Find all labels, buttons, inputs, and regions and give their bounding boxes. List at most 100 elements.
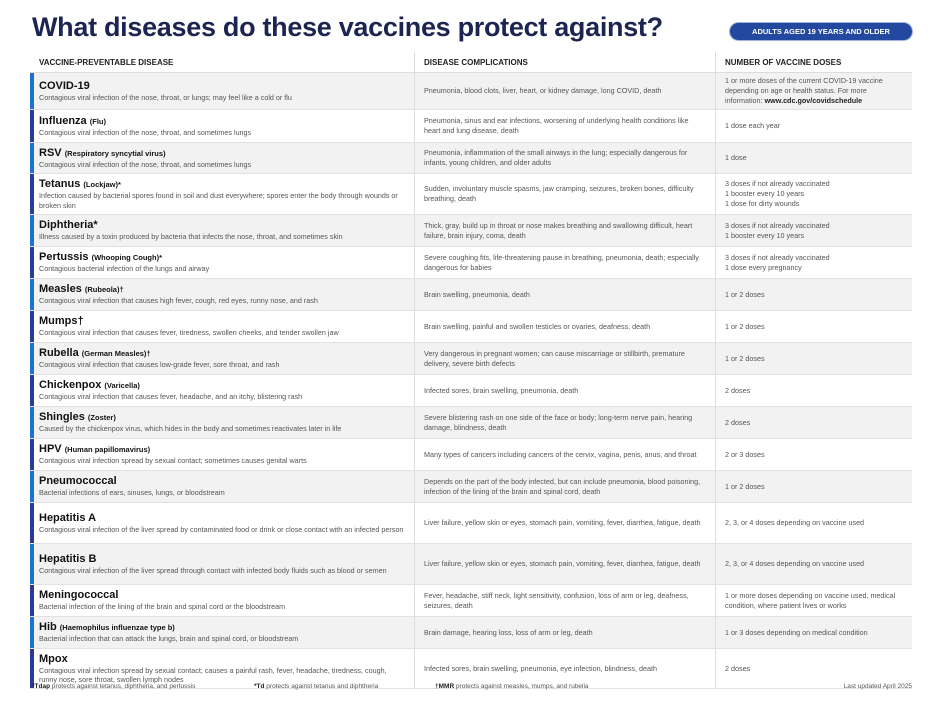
complications-cell: Pneumonia, blood clots, liver, heart, or… [415, 73, 716, 109]
complications-text: Infected sores, brain swelling, pneumoni… [424, 663, 657, 673]
disease-alias: (Human papillomavirus) [64, 445, 151, 455]
table-row: Rubella (German Measles)† Contagious vira… [30, 343, 912, 375]
disease-cell: Measles (Rubeola)† Contagious viral infec… [30, 279, 415, 310]
disease-cell: COVID-19 Contagious viral infection of t… [30, 73, 415, 109]
table-row: Chickenpox (Varicella) Contagious viral i… [30, 375, 912, 407]
disease-description: Contagious viral infection of the liver … [39, 565, 387, 575]
row-accent-bar [30, 73, 34, 109]
table-row: Hepatitis B Contagious viral infection o… [30, 544, 912, 585]
doses-cell: 1 dose each year [716, 110, 912, 142]
doses-text: 1 or more doses of the current COVID-19 … [725, 76, 883, 105]
table-row: Shingles (Zoster) Caused by the chickenpo… [30, 407, 912, 439]
complications-cell: Liver failure, yellow skin or eyes, stom… [415, 544, 716, 584]
complications-cell: Infected sores, brain swelling, pneumoni… [415, 375, 716, 406]
doses-text: 1 dose each year [725, 121, 781, 130]
complications-cell: Brain swelling, pneumonia, death [415, 279, 716, 310]
complications-cell: Severe blistering rash on one side of th… [415, 407, 716, 438]
disease-name: Mpox [39, 652, 68, 665]
disease-description: Contagious viral infection of the liver … [39, 524, 404, 534]
disease-alias: (Rubeola)† [84, 285, 124, 295]
complications-text: Depends on the part of the body infected… [424, 476, 701, 496]
table-row: Mpox Contagious viral infection spread b… [30, 649, 912, 689]
doses-text: 2, 3, or 4 doses depending on vaccine us… [725, 559, 865, 568]
doses-cell: 2, 3, or 4 doses depending on vaccine us… [716, 503, 912, 543]
row-accent-bar [30, 617, 34, 648]
complications-text: Brain swelling, pneumonia, death [424, 289, 530, 299]
vaccine-table: VACCINE-PREVENTABLE DISEASE DISEASE COMP… [30, 52, 912, 689]
disease-alias: (German Measles)† [81, 349, 151, 359]
doses-text: 3 doses if not already vaccinated 1 dose… [725, 252, 830, 272]
disease-name: Meningococcal [39, 589, 119, 602]
row-accent-bar [30, 471, 34, 502]
disease-description: Contagious bacterial infection of the lu… [39, 264, 210, 274]
table-row: Hib (Haemophilus influenzae type b) Bacte… [30, 617, 912, 649]
header-doses: NUMBER OF VACCINE DOSES [725, 57, 842, 67]
table-row: Diphtheria* Illness caused by a toxin pr… [30, 215, 912, 247]
doses-cell: 1 or 3 doses depending on medical condit… [716, 617, 912, 648]
complications-text: Brain damage, hearing loss, loss of arm … [424, 627, 593, 637]
disease-cell: Meningococcal Bacterial infection of the… [30, 585, 415, 616]
disease-description: Contagious viral infection spread by sex… [39, 665, 387, 685]
table-row: COVID-19 Contagious viral infection of t… [30, 73, 912, 110]
complications-text: Pneumonia, blood clots, liver, heart, or… [424, 86, 662, 95]
complications-text: Brain swelling, painful and swollen test… [424, 321, 651, 331]
disease-name: Mumps† [39, 315, 84, 328]
row-accent-bar [30, 407, 34, 438]
disease-name: RSV (Respiratory syncytial virus) [39, 146, 166, 159]
disease-cell: Chickenpox (Varicella) Contagious viral i… [30, 375, 415, 406]
table-row: Measles (Rubeola)† Contagious viral infec… [30, 279, 912, 311]
disease-description: Contagious viral infection that causes h… [39, 296, 318, 306]
doses-text: 1 or 2 doses [725, 289, 765, 299]
doses-cell: 1 or more doses of the current COVID-19 … [716, 73, 912, 109]
complications-text: Very dangerous in pregnant women; can ca… [424, 348, 685, 368]
complications-cell: Very dangerous in pregnant women; can ca… [415, 343, 716, 374]
complications-text: Many types of cancers including cancers … [424, 449, 697, 459]
disease-alias: (Flu) [89, 116, 106, 126]
row-accent-bar [30, 311, 34, 342]
row-accent-bar [30, 649, 34, 688]
disease-description: Caused by the chickenpox virus, which hi… [39, 424, 342, 434]
header-complications: DISEASE COMPLICATIONS [415, 52, 716, 72]
disease-description: Contagious viral infection that causes l… [39, 360, 280, 370]
disease-cell: Rubella (German Measles)† Contagious vira… [30, 343, 415, 374]
disease-description: Bacterial infection of the lining of the… [39, 602, 286, 612]
table-row: Influenza (Flu) Contagious viral infectio… [30, 110, 912, 143]
row-accent-bar [30, 174, 34, 214]
page-title: What diseases do these vaccines protect … [32, 12, 663, 42]
audience-badge: ADULTS AGED 19 YEARS AND OLDER [730, 23, 912, 40]
complications-cell: Fever, headache, stiff neck, light sensi… [415, 585, 716, 616]
disease-name: Tetanus (Lockjaw)* [39, 178, 121, 190]
complications-cell: Sudden, involuntary muscle spasms, jaw c… [415, 174, 716, 214]
disease-cell: Shingles (Zoster) Caused by the chickenpo… [30, 407, 415, 438]
covid-schedule-link[interactable]: www.cdc.gov/covidschedule [764, 96, 863, 105]
doses-cell: 2 doses [716, 649, 912, 688]
doses-cell: 1 or 2 doses [716, 311, 912, 342]
complications-text: Liver failure, yellow skin or eyes, stom… [424, 559, 701, 568]
disease-name: Influenza (Flu) [39, 114, 106, 127]
row-accent-bar [30, 503, 34, 543]
disease-description: Contagious viral infection of the nose, … [39, 127, 252, 137]
complications-text: Severe blistering rash on one side of th… [424, 412, 693, 432]
row-accent-bar [30, 143, 34, 173]
disease-cell: Mpox Contagious viral infection spread b… [30, 649, 415, 688]
table-header: VACCINE-PREVENTABLE DISEASE DISEASE COMP… [30, 52, 912, 73]
row-accent-bar [30, 375, 34, 406]
complications-text: Sudden, involuntary muscle spasms, jaw c… [424, 184, 694, 203]
doses-cell: 3 doses if not already vaccinated 1 boos… [716, 215, 912, 246]
doses-cell: 1 or 2 doses [716, 343, 912, 374]
row-accent-bar [30, 585, 34, 616]
doses-text: 2, 3, or 4 doses depending on vaccine us… [725, 518, 865, 527]
disease-name: HPV (Human papillomavirus) [39, 443, 151, 456]
disease-description: Infection caused by bacterial spores fou… [39, 191, 398, 210]
disease-cell: RSV (Respiratory syncytial virus) Contagi… [30, 143, 415, 173]
complications-cell: Many types of cancers including cancers … [415, 439, 716, 470]
disease-name: Diphtheria* [39, 219, 98, 232]
doses-text: 1 or more doses depending on vaccine use… [725, 590, 896, 610]
doses-cell: 2 doses [716, 407, 912, 438]
disease-cell: Influenza (Flu) Contagious viral infectio… [30, 110, 415, 142]
doses-text: 2 doses [725, 417, 751, 427]
table-row: Hepatitis A Contagious viral infection o… [30, 503, 912, 544]
row-accent-bar [30, 279, 34, 310]
disease-description: Contagious viral infection that causes f… [39, 328, 339, 338]
complications-cell: Severe coughing fits, life-threatening p… [415, 247, 716, 278]
